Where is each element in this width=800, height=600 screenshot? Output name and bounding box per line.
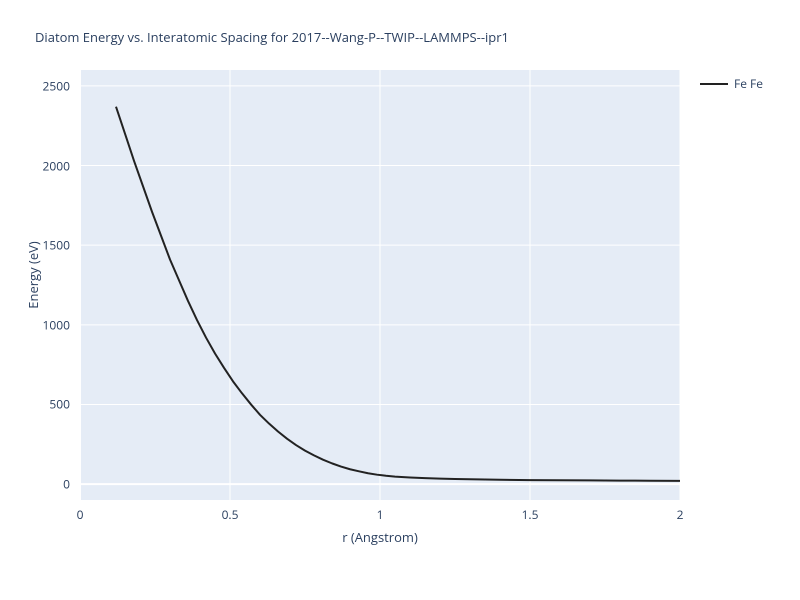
y-tick-label: 1000 — [38, 316, 70, 333]
plot-area — [80, 70, 680, 500]
legend[interactable]: Fe Fe — [700, 74, 763, 92]
x-tick-label: 1.5 — [522, 506, 539, 523]
y-tick-label: 2000 — [38, 157, 70, 174]
y-tick-label: 500 — [38, 396, 70, 413]
legend-label: Fe Fe — [734, 75, 763, 92]
x-axis-title: r (Angstrom) — [330, 528, 430, 546]
legend-item[interactable]: Fe Fe — [700, 74, 763, 92]
y-tick-label: 2500 — [38, 77, 70, 94]
y-tick-label: 1500 — [38, 237, 70, 254]
y-axis-title: Energy (eV) — [24, 225, 42, 325]
x-tick-label: 2 — [677, 506, 684, 523]
legend-swatch — [700, 83, 728, 85]
y-tick-label: 0 — [38, 476, 70, 493]
chart-root: Diatom Energy vs. Interatomic Spacing fo… — [0, 0, 800, 600]
x-tick-label: 0.5 — [222, 506, 239, 523]
plot-svg — [80, 70, 680, 500]
x-tick-label: 0 — [77, 506, 84, 523]
chart-title: Diatom Energy vs. Interatomic Spacing fo… — [35, 28, 509, 46]
x-tick-label: 1 — [377, 506, 384, 523]
series-line — [116, 107, 680, 481]
